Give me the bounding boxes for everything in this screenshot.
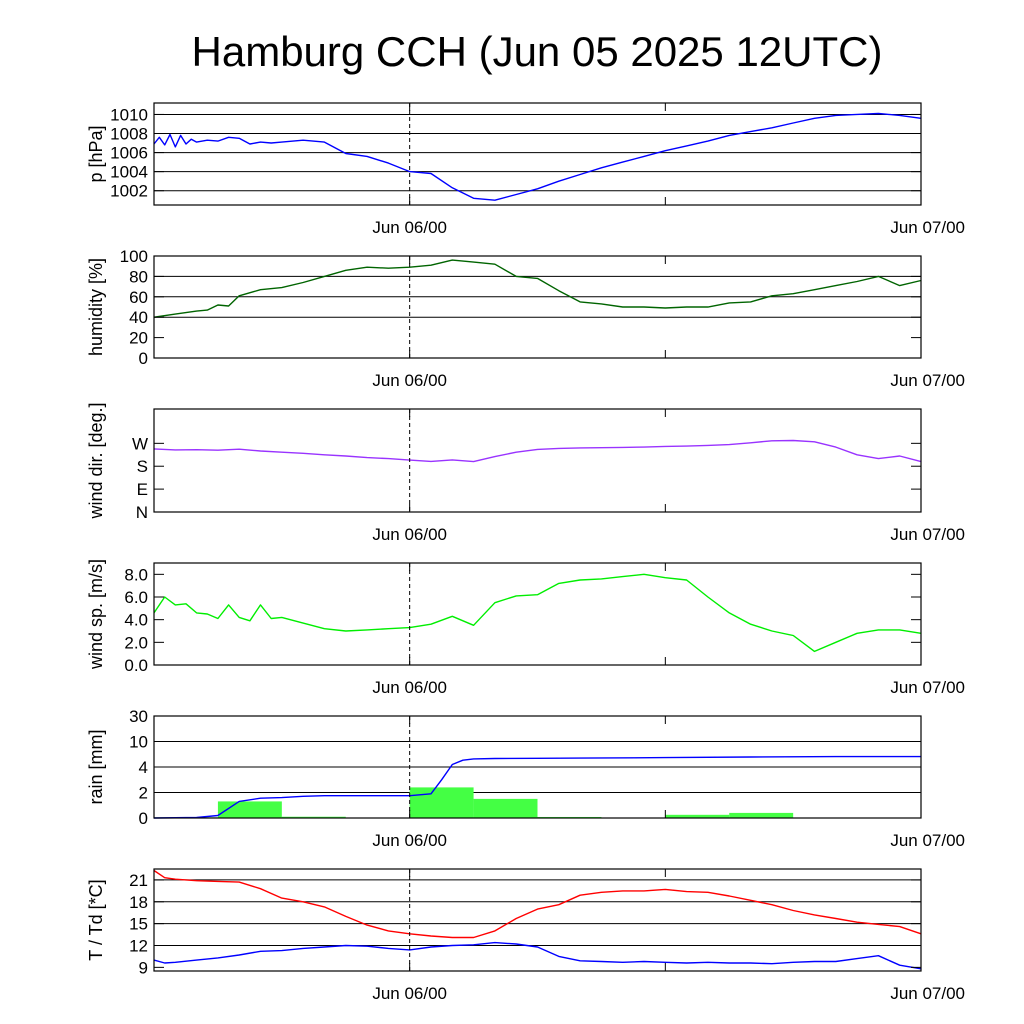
wind_speed-ytick-label: 6.0 (124, 588, 148, 607)
humidity-ytick-label: 60 (129, 288, 148, 307)
pressure-frame (153, 102, 922, 206)
wind_direction-ylabel: wind dir. [deg.] (86, 402, 106, 519)
wind_speed-ytick-label: 0.0 (124, 656, 148, 675)
wind_direction-xtick-label: Jun 07/00 (890, 525, 965, 544)
wind_speed-ylabel: wind sp. [m/s] (86, 559, 106, 670)
temperature-dewpoint-line (153, 941, 922, 970)
humidity-ytick-label: 20 (129, 329, 148, 348)
humidity-ytick-label: 40 (129, 308, 148, 327)
rain-xtick-label: Jun 07/00 (890, 831, 965, 850)
chart-title: Hamburg CCH (Jun 05 2025 12UTC) (192, 28, 883, 75)
temperature-ylabel: T / Td [*C] (86, 879, 106, 960)
wind_speed-series-line (153, 573, 922, 653)
humidity-xtick-label: Jun 07/00 (890, 371, 965, 390)
rain-bar (409, 787, 474, 818)
rain-ytick-label: 2 (139, 784, 148, 803)
rain-ytick-label: 4 (139, 758, 148, 777)
pressure-xtick-label: Jun 06/00 (372, 218, 447, 237)
rain-ytick-label: 10 (129, 733, 148, 752)
rain-series-line (153, 755, 921, 819)
wind_speed-xtick-label: Jun 06/00 (372, 678, 447, 697)
temperature-ytick-label: 9 (139, 958, 148, 977)
rain-ytick-label: 30 (129, 707, 148, 726)
pressure-ylabel: p [hPa] (86, 125, 106, 182)
humidity-xtick-label: Jun 06/00 (372, 371, 447, 390)
temperature-xtick-label: Jun 06/00 (372, 984, 447, 1003)
pressure-ytick-label: 1008 (110, 125, 148, 144)
wind_speed-xtick-label: Jun 07/00 (890, 678, 965, 697)
wind_speed-ytick-label: 8.0 (124, 565, 148, 584)
wind_direction-xtick-label: Jun 06/00 (372, 525, 447, 544)
temperature-frame (153, 868, 922, 972)
rain-xtick-label: Jun 06/00 (372, 831, 447, 850)
temperature-ytick-label: 12 (129, 937, 148, 956)
humidity-ytick-label: 100 (120, 247, 148, 266)
rain-bar (665, 814, 730, 818)
humidity-ylabel: humidity [%] (86, 258, 106, 356)
wind_direction-ytick-label: N (136, 503, 148, 522)
rain-bar (473, 798, 538, 818)
pressure-series-line (153, 112, 922, 201)
pressure-ytick-label: 1002 (110, 182, 148, 201)
wind_speed-frame (153, 562, 922, 666)
rain-bar (281, 816, 346, 818)
pressure-ytick-label: 1004 (110, 163, 148, 182)
rain-bar (729, 812, 794, 818)
rain-ylabel: rain [mm] (86, 729, 106, 804)
temperature-series-line (153, 869, 922, 939)
wind_speed-ytick-label: 2.0 (124, 633, 148, 652)
temperature-ytick-label: 21 (129, 871, 148, 890)
wind_direction-ytick-label: E (137, 480, 148, 499)
wind_direction-frame (153, 408, 922, 513)
humidity-ytick-label: 80 (129, 267, 148, 286)
humidity-ytick-label: 0 (139, 349, 148, 368)
wind_direction-ytick-label: S (137, 457, 148, 476)
humidity-series-line (153, 259, 922, 318)
humidity-frame (153, 255, 922, 359)
pressure-ytick-label: 1006 (110, 144, 148, 163)
temperature-ytick-label: 15 (129, 915, 148, 934)
rain-ytick-label: 0 (139, 809, 148, 828)
pressure-ytick-label: 1010 (110, 105, 148, 124)
wind_direction-series-line (153, 439, 922, 463)
temperature-xtick-label: Jun 07/00 (890, 984, 965, 1003)
wind_speed-ytick-label: 4.0 (124, 611, 148, 630)
pressure-xtick-label: Jun 07/00 (890, 218, 965, 237)
temperature-ytick-label: 18 (129, 893, 148, 912)
wind_direction-ytick-label: W (132, 434, 148, 453)
